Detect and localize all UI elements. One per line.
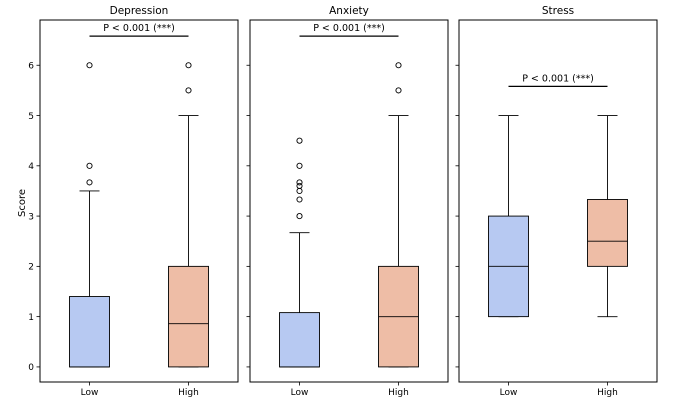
outlier-point bbox=[395, 87, 402, 94]
panel-frame bbox=[39, 19, 239, 383]
y-tick-label: 0 bbox=[28, 363, 34, 373]
box-low bbox=[488, 115, 529, 318]
y-tick-label: 6 bbox=[28, 62, 34, 72]
x-tick-label: Low bbox=[81, 388, 99, 398]
box-low bbox=[279, 137, 320, 368]
y-axis-label: Score bbox=[17, 189, 28, 217]
box-low bbox=[69, 62, 110, 368]
outlier-point bbox=[86, 62, 93, 69]
significance-label: P < 0.001 (***) bbox=[103, 23, 175, 34]
x-tick-label: High bbox=[597, 388, 618, 398]
panel-frame bbox=[249, 19, 449, 383]
box-body bbox=[279, 312, 320, 368]
significance-label: P < 0.001 (***) bbox=[313, 23, 385, 34]
y-tick-label: 4 bbox=[28, 162, 34, 172]
box-high bbox=[168, 62, 209, 368]
x-tick-label: Low bbox=[500, 388, 518, 398]
outlier-point bbox=[296, 187, 303, 194]
box-high bbox=[378, 62, 419, 368]
outlier-point bbox=[395, 62, 402, 69]
panel-stress: Stress Low High P < 0.001 (***) bbox=[455, 5, 658, 398]
outlier-point bbox=[86, 162, 93, 169]
outlier-point bbox=[296, 179, 303, 186]
panel-depression: Depression 0 1 2 3 4 5 6 Low High P < 0.001 (***) bbox=[28, 5, 239, 398]
panel-title: Anxiety bbox=[329, 5, 369, 17]
x-tick-label: High bbox=[388, 388, 409, 398]
x-tick-label: High bbox=[178, 388, 199, 398]
box-body bbox=[587, 199, 628, 267]
panel-title: Stress bbox=[542, 5, 574, 17]
y-tick-label: 2 bbox=[28, 263, 34, 273]
y-tick-label: 5 bbox=[28, 112, 34, 122]
outlier-point bbox=[296, 137, 303, 144]
box-high bbox=[587, 115, 628, 318]
y-tick-label: 1 bbox=[28, 313, 34, 323]
outlier-point bbox=[185, 62, 192, 69]
significance-label: P < 0.001 (***) bbox=[522, 73, 594, 84]
outlier-point bbox=[185, 87, 192, 94]
outlier-point bbox=[296, 213, 303, 220]
x-tick-label: Low bbox=[291, 388, 309, 398]
outlier-point bbox=[296, 162, 303, 169]
panel-title: Depression bbox=[110, 5, 169, 17]
box-body bbox=[69, 296, 110, 368]
panel-frame bbox=[458, 19, 658, 383]
outlier-point bbox=[296, 182, 303, 189]
outlier-point bbox=[86, 179, 93, 186]
y-tick-label: 3 bbox=[28, 212, 34, 222]
box-body bbox=[168, 265, 209, 368]
panel-anxiety: Anxiety Low High P < 0.001 (***) bbox=[246, 5, 449, 398]
outlier-point bbox=[296, 196, 303, 203]
